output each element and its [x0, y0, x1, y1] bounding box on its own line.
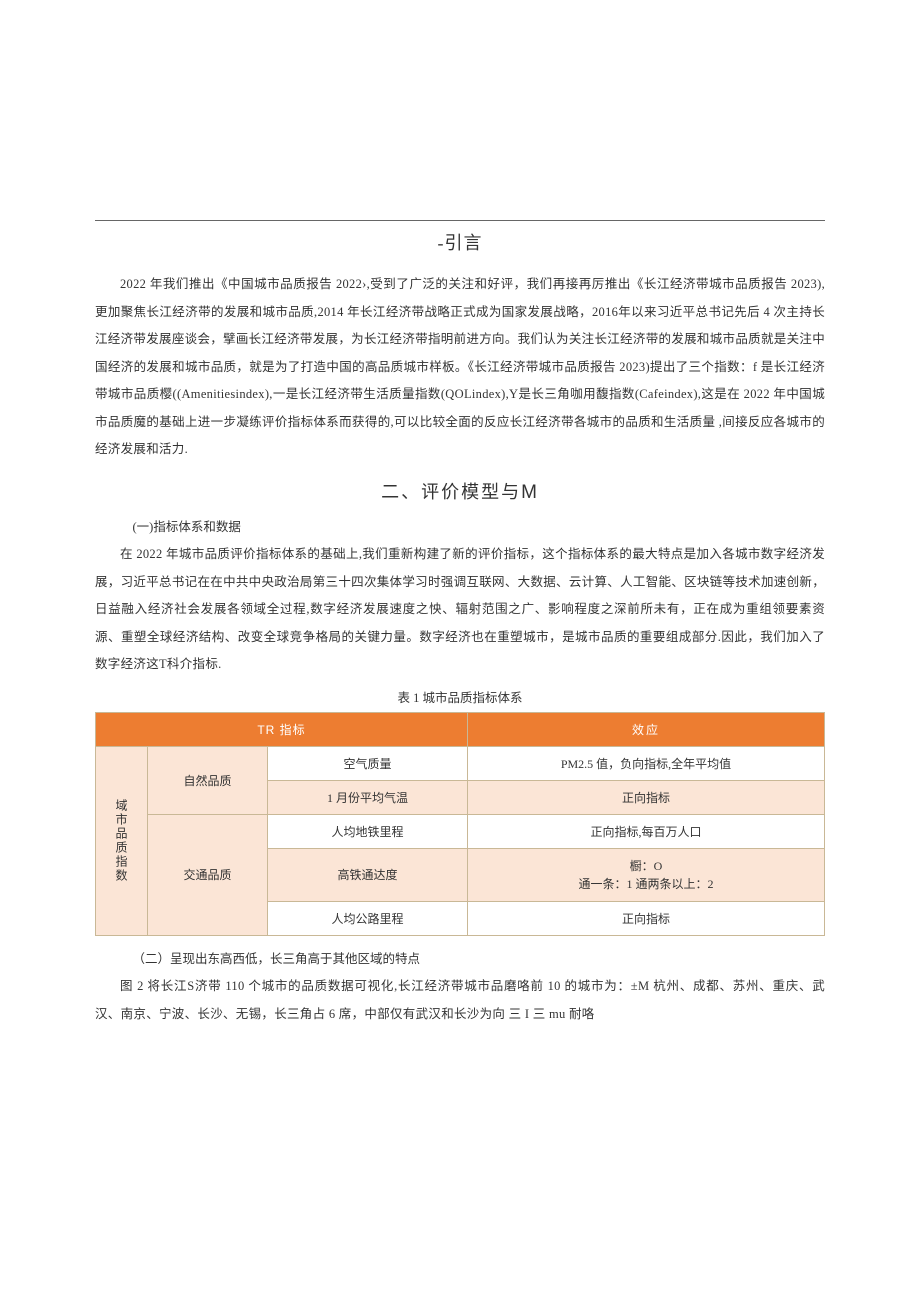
page-content: -引言 2022 年我们推出《中国城市品质报告 2022›,受到了广泛的关注和好… — [95, 220, 825, 1028]
ind-cell: 空气质量 — [268, 746, 468, 780]
heading-intro: -引言 — [95, 229, 825, 255]
paragraph-2: 在 2022 年城市品质评价指标体系的基础上,我们重新构建了新的评价指标，这个指… — [95, 541, 825, 679]
eff-cell: 正向指标,每百万人口 — [468, 814, 825, 848]
ind-cell: 人均地铁里程 — [268, 814, 468, 848]
rowhead-vertical: 域市品质指数 — [96, 746, 148, 935]
table-row: 交通品质 人均地铁里程 正向指标,每百万人口 — [96, 814, 825, 848]
ind-cell: 高铁通达度 — [268, 848, 468, 901]
heading-section-2: 二、评价模型与M — [95, 478, 825, 504]
h2-suffix: M — [521, 482, 539, 503]
eff-cell: 橱：O 通一条：1 通两条以上：2 — [468, 848, 825, 901]
eff-cell: PM2.5 值，负向指标,全年平均值 — [468, 746, 825, 780]
subheading-2: （二）呈现出东高西低，长三角高于其他区域的特点 — [108, 946, 826, 974]
intro-paragraph: 2022 年我们推出《中国城市品质报告 2022›,受到了广泛的关注和好评，我们… — [95, 271, 825, 464]
ind-cell: 1 月份平均气温 — [268, 780, 468, 814]
table-row: 域市品质指数 自然品质 空气质量 PM2.5 值，负向指标,全年平均值 — [96, 746, 825, 780]
table-header-row: TR 指标 效应 — [96, 712, 825, 746]
subheading-1: (一)指标体系和数据 — [108, 514, 826, 542]
eff-cell: 正向指标 — [468, 780, 825, 814]
indicator-table: TR 指标 效应 域市品质指数 自然品质 空气质量 PM2.5 值，负向指标,全… — [95, 712, 825, 936]
paragraph-3: 图 2 将长江S济带 110 个城市的品质数据可视化,长江经济带城市品磨咯前 1… — [95, 973, 825, 1028]
th-left: TR 指标 — [96, 712, 468, 746]
cat-nature: 自然品质 — [148, 746, 268, 814]
th-right: 效应 — [468, 712, 825, 746]
ind-cell: 人均公路里程 — [268, 901, 468, 935]
eff-cell: 正向指标 — [468, 901, 825, 935]
h2-prefix: 二、评价模型与 — [381, 482, 521, 502]
table-caption: 表 1 城市品质指标体系 — [95, 687, 825, 706]
cat-transport: 交通品质 — [148, 814, 268, 935]
